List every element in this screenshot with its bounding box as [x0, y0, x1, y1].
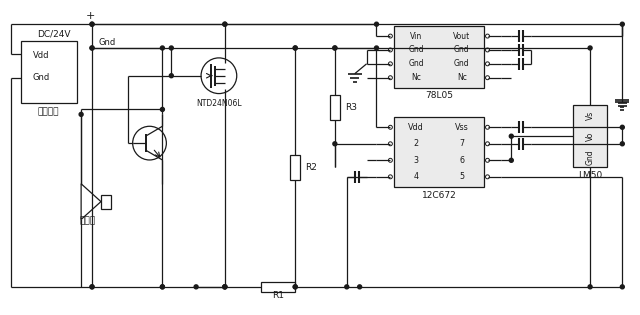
Circle shape [333, 142, 337, 146]
Circle shape [223, 285, 227, 289]
Bar [101, 195, 111, 209]
Bar [291, 155, 300, 180]
Circle shape [620, 142, 624, 146]
Circle shape [90, 22, 94, 26]
Circle shape [588, 46, 592, 50]
Text: R1: R1 [272, 291, 284, 300]
Circle shape [374, 46, 378, 50]
Circle shape [333, 46, 337, 50]
Circle shape [223, 22, 227, 26]
Bar [394, 117, 484, 187]
Text: Gnd: Gnd [33, 73, 50, 82]
Circle shape [223, 285, 227, 289]
Bar [573, 106, 607, 167]
Text: Gnd: Gnd [408, 59, 424, 68]
Circle shape [620, 285, 624, 289]
Text: 6: 6 [460, 156, 464, 165]
Circle shape [90, 22, 94, 26]
Circle shape [293, 46, 297, 50]
Circle shape [333, 46, 337, 50]
Text: Gnd: Gnd [99, 37, 116, 47]
Circle shape [90, 46, 94, 50]
Circle shape [509, 134, 513, 138]
Circle shape [374, 22, 378, 26]
Circle shape [170, 46, 173, 50]
Text: Vin: Vin [410, 32, 422, 41]
Bar [330, 95, 340, 120]
Text: DC/24V: DC/24V [38, 30, 71, 39]
Circle shape [293, 285, 297, 289]
Text: 2: 2 [413, 139, 419, 148]
Text: Vs: Vs [586, 111, 595, 120]
Text: Gnd: Gnd [408, 45, 424, 54]
Text: +: + [85, 11, 95, 21]
Text: 5: 5 [459, 172, 464, 181]
Circle shape [161, 285, 164, 289]
Circle shape [79, 112, 83, 116]
Circle shape [588, 285, 592, 289]
Text: 报警器: 报警器 [79, 216, 95, 225]
Text: 78L05: 78L05 [425, 91, 453, 100]
Text: Vo: Vo [586, 132, 595, 141]
Circle shape [620, 125, 624, 129]
Circle shape [90, 285, 94, 289]
Text: 制冷系统: 制冷系统 [38, 107, 59, 116]
Text: LM50: LM50 [578, 171, 602, 180]
Text: 3: 3 [413, 156, 419, 165]
Circle shape [161, 285, 164, 289]
Circle shape [161, 107, 164, 112]
Text: R2: R2 [305, 163, 317, 172]
Circle shape [620, 22, 624, 26]
Circle shape [194, 285, 198, 289]
Bar [20, 41, 77, 104]
Circle shape [345, 285, 349, 289]
Text: Nc: Nc [457, 73, 467, 82]
Text: Vss: Vss [455, 123, 468, 132]
Text: 7: 7 [459, 139, 464, 148]
Text: Gnd: Gnd [454, 59, 470, 68]
Text: Vout: Vout [453, 32, 470, 41]
Text: Vdd: Vdd [408, 123, 424, 132]
Circle shape [90, 46, 94, 50]
Bar [260, 282, 295, 292]
Circle shape [170, 74, 173, 78]
Text: Vdd: Vdd [33, 51, 49, 60]
Bar [394, 26, 484, 88]
Text: Nc: Nc [412, 73, 421, 82]
Circle shape [293, 285, 297, 289]
Circle shape [223, 285, 227, 289]
Text: R3: R3 [345, 103, 356, 112]
Circle shape [161, 46, 164, 50]
Circle shape [509, 158, 513, 162]
Circle shape [223, 22, 227, 26]
Text: NTD24N06L: NTD24N06L [196, 99, 242, 108]
Text: Gnd: Gnd [454, 45, 470, 54]
Text: Gnd: Gnd [586, 149, 595, 165]
Circle shape [358, 285, 362, 289]
Text: 4: 4 [413, 172, 419, 181]
Circle shape [293, 46, 297, 50]
Circle shape [90, 285, 94, 289]
Text: 12C672: 12C672 [422, 191, 456, 200]
